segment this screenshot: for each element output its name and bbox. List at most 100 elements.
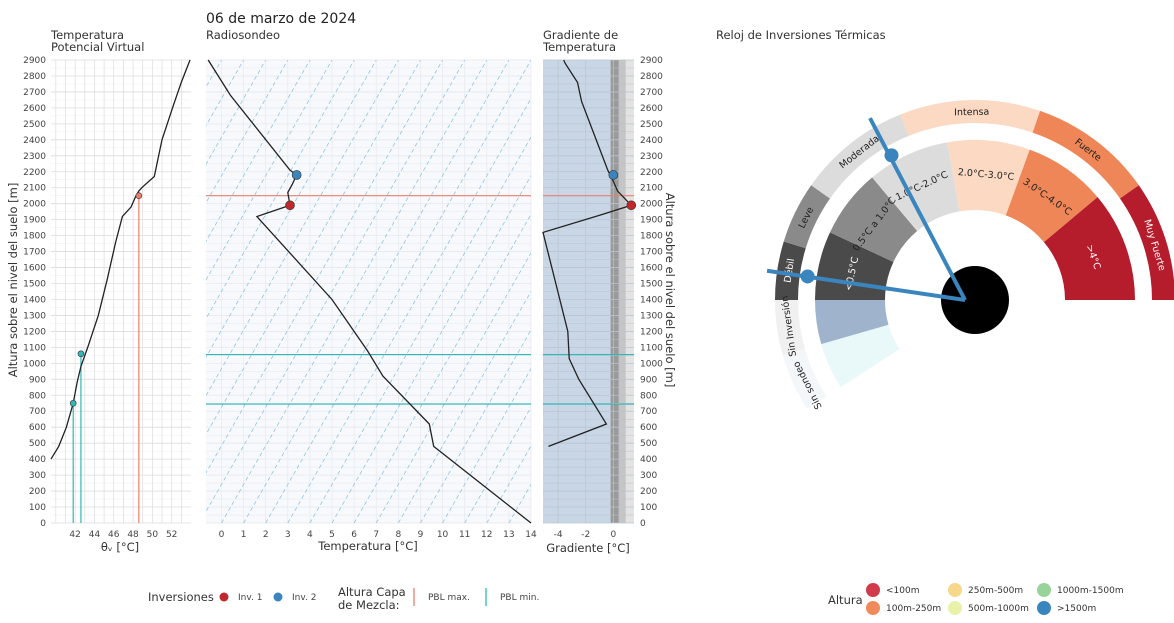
legend-pbl-max-label: PBL max. <box>428 593 470 603</box>
panel1-title-2: Potencial Virtual <box>51 40 144 54</box>
legend-height-label: 500m-1000m <box>968 604 1029 614</box>
legend-height-label: 250m-500m <box>968 586 1023 596</box>
theta-tick-label: 50 <box>147 530 159 540</box>
legend-mixing-title-2: de Mezcla: <box>338 598 400 612</box>
height-tick-label: 1900 <box>23 216 46 226</box>
legend-height-dot <box>1037 583 1051 597</box>
clock-hand-dot <box>801 269 815 283</box>
height-tick-label: 200 <box>29 487 46 497</box>
temperature-tick-label: 9 <box>418 530 424 540</box>
temperature-x-title: Temperatura [°C] <box>317 539 417 553</box>
height-tick-label: 1200 <box>23 327 46 337</box>
height-tick-label: 500 <box>640 439 657 449</box>
height-tick-label: 0 <box>40 519 46 529</box>
height-tick-label: 1500 <box>640 280 663 290</box>
height-tick-label: 1800 <box>23 232 46 242</box>
height-tick-label: 0 <box>640 519 646 529</box>
inversion-marker <box>292 170 301 179</box>
height-tick-label: 400 <box>29 455 46 465</box>
gradient-panel: 0100200300400500600700800900100011001200… <box>543 56 663 555</box>
legend-mixing-title-1: Altura Capa <box>338 585 406 599</box>
gradient-x-title: Gradiente [°C] <box>546 541 630 555</box>
legend-height-label: >1500m <box>1057 604 1096 614</box>
height-tick-label: 2200 <box>640 168 663 178</box>
inversion-marker <box>609 170 618 179</box>
height-tick-label: 1300 <box>23 311 46 321</box>
inversion-marker <box>78 351 84 357</box>
temperature-tick-label: 2 <box>263 530 269 540</box>
height-tick-label: 2300 <box>23 152 46 162</box>
height-tick-label: 1200 <box>640 327 663 337</box>
legend-inversions-title: Inversiones <box>148 590 214 604</box>
legend-heights-title: Altura <box>828 593 863 607</box>
height-tick-label: 2600 <box>23 104 46 114</box>
height-tick-label: 1700 <box>23 248 46 258</box>
height-tick-label: 1000 <box>23 359 46 369</box>
height-tick-label: 2800 <box>640 72 663 82</box>
legend-inv1-dot <box>220 593 229 602</box>
height-tick-label: 1400 <box>23 295 46 305</box>
height-tick-label: 900 <box>640 375 657 385</box>
legend-height-label: 1000m-1500m <box>1057 586 1124 596</box>
height-tick-label: 1400 <box>640 295 663 305</box>
height-tick-labels-left: 0100200300400500600700800900100011001200… <box>23 56 46 529</box>
temperature-tick-label: 1 <box>241 530 247 540</box>
temperature-tick-label: 3 <box>285 530 291 540</box>
height-tick-label: 500 <box>29 439 46 449</box>
height-tick-label: 1100 <box>640 343 663 353</box>
height-tick-label: 300 <box>640 471 657 481</box>
height-tick-label: 900 <box>29 375 46 385</box>
legend-height-label: <100m <box>886 586 920 596</box>
height-tick-label: 700 <box>640 407 657 417</box>
gradient-tick-label: -4 <box>554 530 563 540</box>
height-tick-label: 2700 <box>23 88 46 98</box>
height-tick-label: 2700 <box>640 88 663 98</box>
theta-tick-label: 42 <box>69 530 80 540</box>
height-tick-label: 600 <box>640 423 657 433</box>
legend-height-dot <box>866 583 880 597</box>
height-tick-label: 2800 <box>23 72 46 82</box>
height-tick-label: 1100 <box>23 343 46 353</box>
theta-panel: 0100200300400500600700800900100011001200… <box>23 56 191 554</box>
height-tick-label: 400 <box>640 455 657 465</box>
temperature-tick-label: 11 <box>459 530 470 540</box>
height-tick-label: 2900 <box>640 56 663 66</box>
height-tick-label: 1300 <box>640 311 663 321</box>
height-tick-label: 1800 <box>640 232 663 242</box>
height-tick-label: 2100 <box>23 184 46 194</box>
legend-inv1-label: Inv. 1 <box>238 593 262 603</box>
temperature-tick-label: 14 <box>525 530 537 540</box>
theta-tick-label: 44 <box>89 530 101 540</box>
theta-tick-label: 46 <box>108 530 120 540</box>
panel3-title-2: Temperatura <box>542 40 616 54</box>
legend-height-dot <box>948 583 962 597</box>
temperature-tick-label: 10 <box>437 530 449 540</box>
temperature-tick-label: 0 <box>219 530 225 540</box>
gradient-tick-label: 0 <box>610 530 616 540</box>
date-title: 06 de marzo de 2024 <box>206 11 356 27</box>
height-tick-label: 2400 <box>23 136 46 146</box>
height-tick-label: 700 <box>29 407 46 417</box>
height-tick-label: 2600 <box>640 104 663 114</box>
legend-height-label: 100m-250m <box>886 604 941 614</box>
height-tick-label: 1900 <box>640 216 663 226</box>
height-tick-label: 100 <box>640 503 657 513</box>
height-tick-label: 2000 <box>640 200 663 210</box>
clock-rings <box>775 100 1174 409</box>
height-tick-label: 2900 <box>23 56 46 66</box>
height-tick-label: 2200 <box>23 168 46 178</box>
height-tick-label: 600 <box>29 423 46 433</box>
legend-inv2-label: Inv. 2 <box>292 593 316 603</box>
height-tick-label: 300 <box>29 471 46 481</box>
legend-heights: Altura <100m 100m-250m 250m-500m 500m-1000m… <box>828 583 1124 615</box>
height-tick-label: 2400 <box>640 136 663 146</box>
inversion-marker <box>627 201 636 210</box>
legend-height-dot <box>948 601 962 615</box>
height-tick-label: 2300 <box>640 152 663 162</box>
temperature-tick-label: 13 <box>503 530 514 540</box>
